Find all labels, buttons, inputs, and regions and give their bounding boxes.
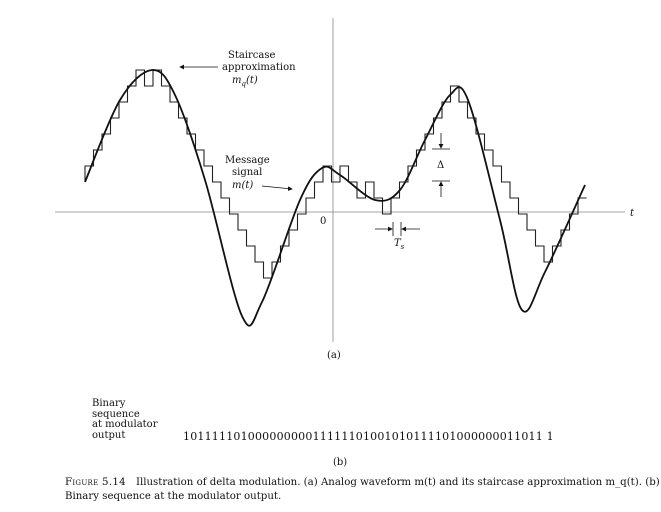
ts-label: Ts [394,238,405,251]
message-label-line2: signal [232,167,262,178]
panel-b-label: (b) [333,457,348,468]
binary-sequence-bits: 1011111010000000001111110100101011110100… [183,430,554,443]
staircase-approximation-waveform [84,69,587,279]
staircase-label-line1: Staircase [228,50,276,61]
figure-caption: Figure 5.14 Illustration of delta modulat… [65,476,661,504]
caption-text: Illustration of delta modulation. (a) An… [65,477,660,502]
sequence-label-line4: output [92,429,126,441]
time-axis-label: t [630,208,635,219]
message-symbol: m(t) [232,180,253,191]
staircase-label-line2: approximation [222,62,296,73]
message-pointer-arrow [261,185,293,191]
delta-label: Δ [437,160,444,171]
origin-label: 0 [320,216,326,227]
sequence-label-line3: at modulator [92,419,158,430]
binary-sequence-label: Binary sequence at modulator output [92,398,182,441]
panel-a-label: (a) [327,350,341,361]
sequence-label-line2: sequence [92,408,140,420]
figure-number: Figure 5.14 [65,477,126,488]
message-label-line1: Message [225,155,270,166]
staircase-symbol: mq(t) [232,75,258,88]
sequence-label-line1: Binary [92,398,126,409]
message-signal-curve [84,69,586,327]
